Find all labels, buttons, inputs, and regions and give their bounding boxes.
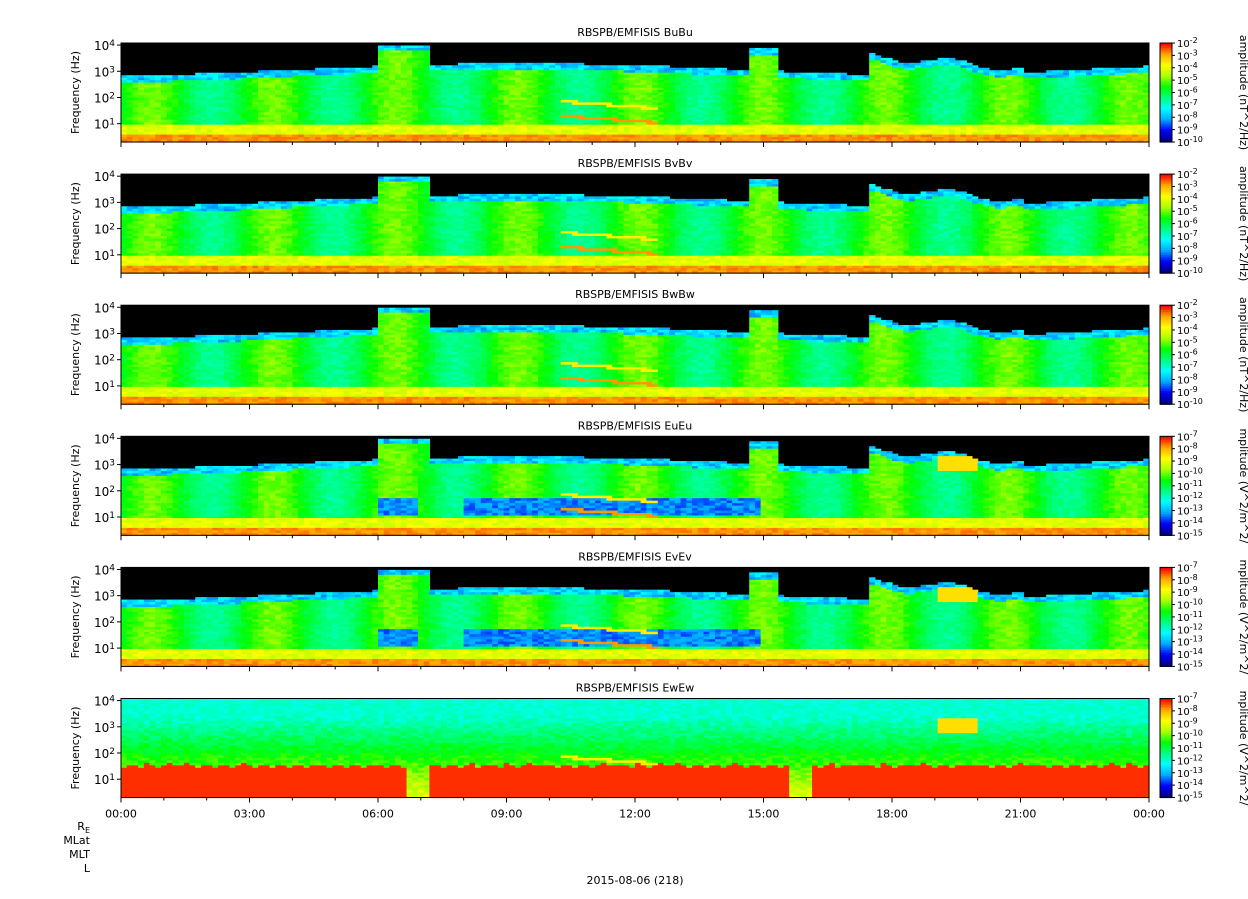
panel-title: RBSPB/EMFISIS BuBu xyxy=(577,26,693,39)
panel-1: RBSPB/EMFISIS BuBu101102103104Frequency … xyxy=(69,26,1248,150)
